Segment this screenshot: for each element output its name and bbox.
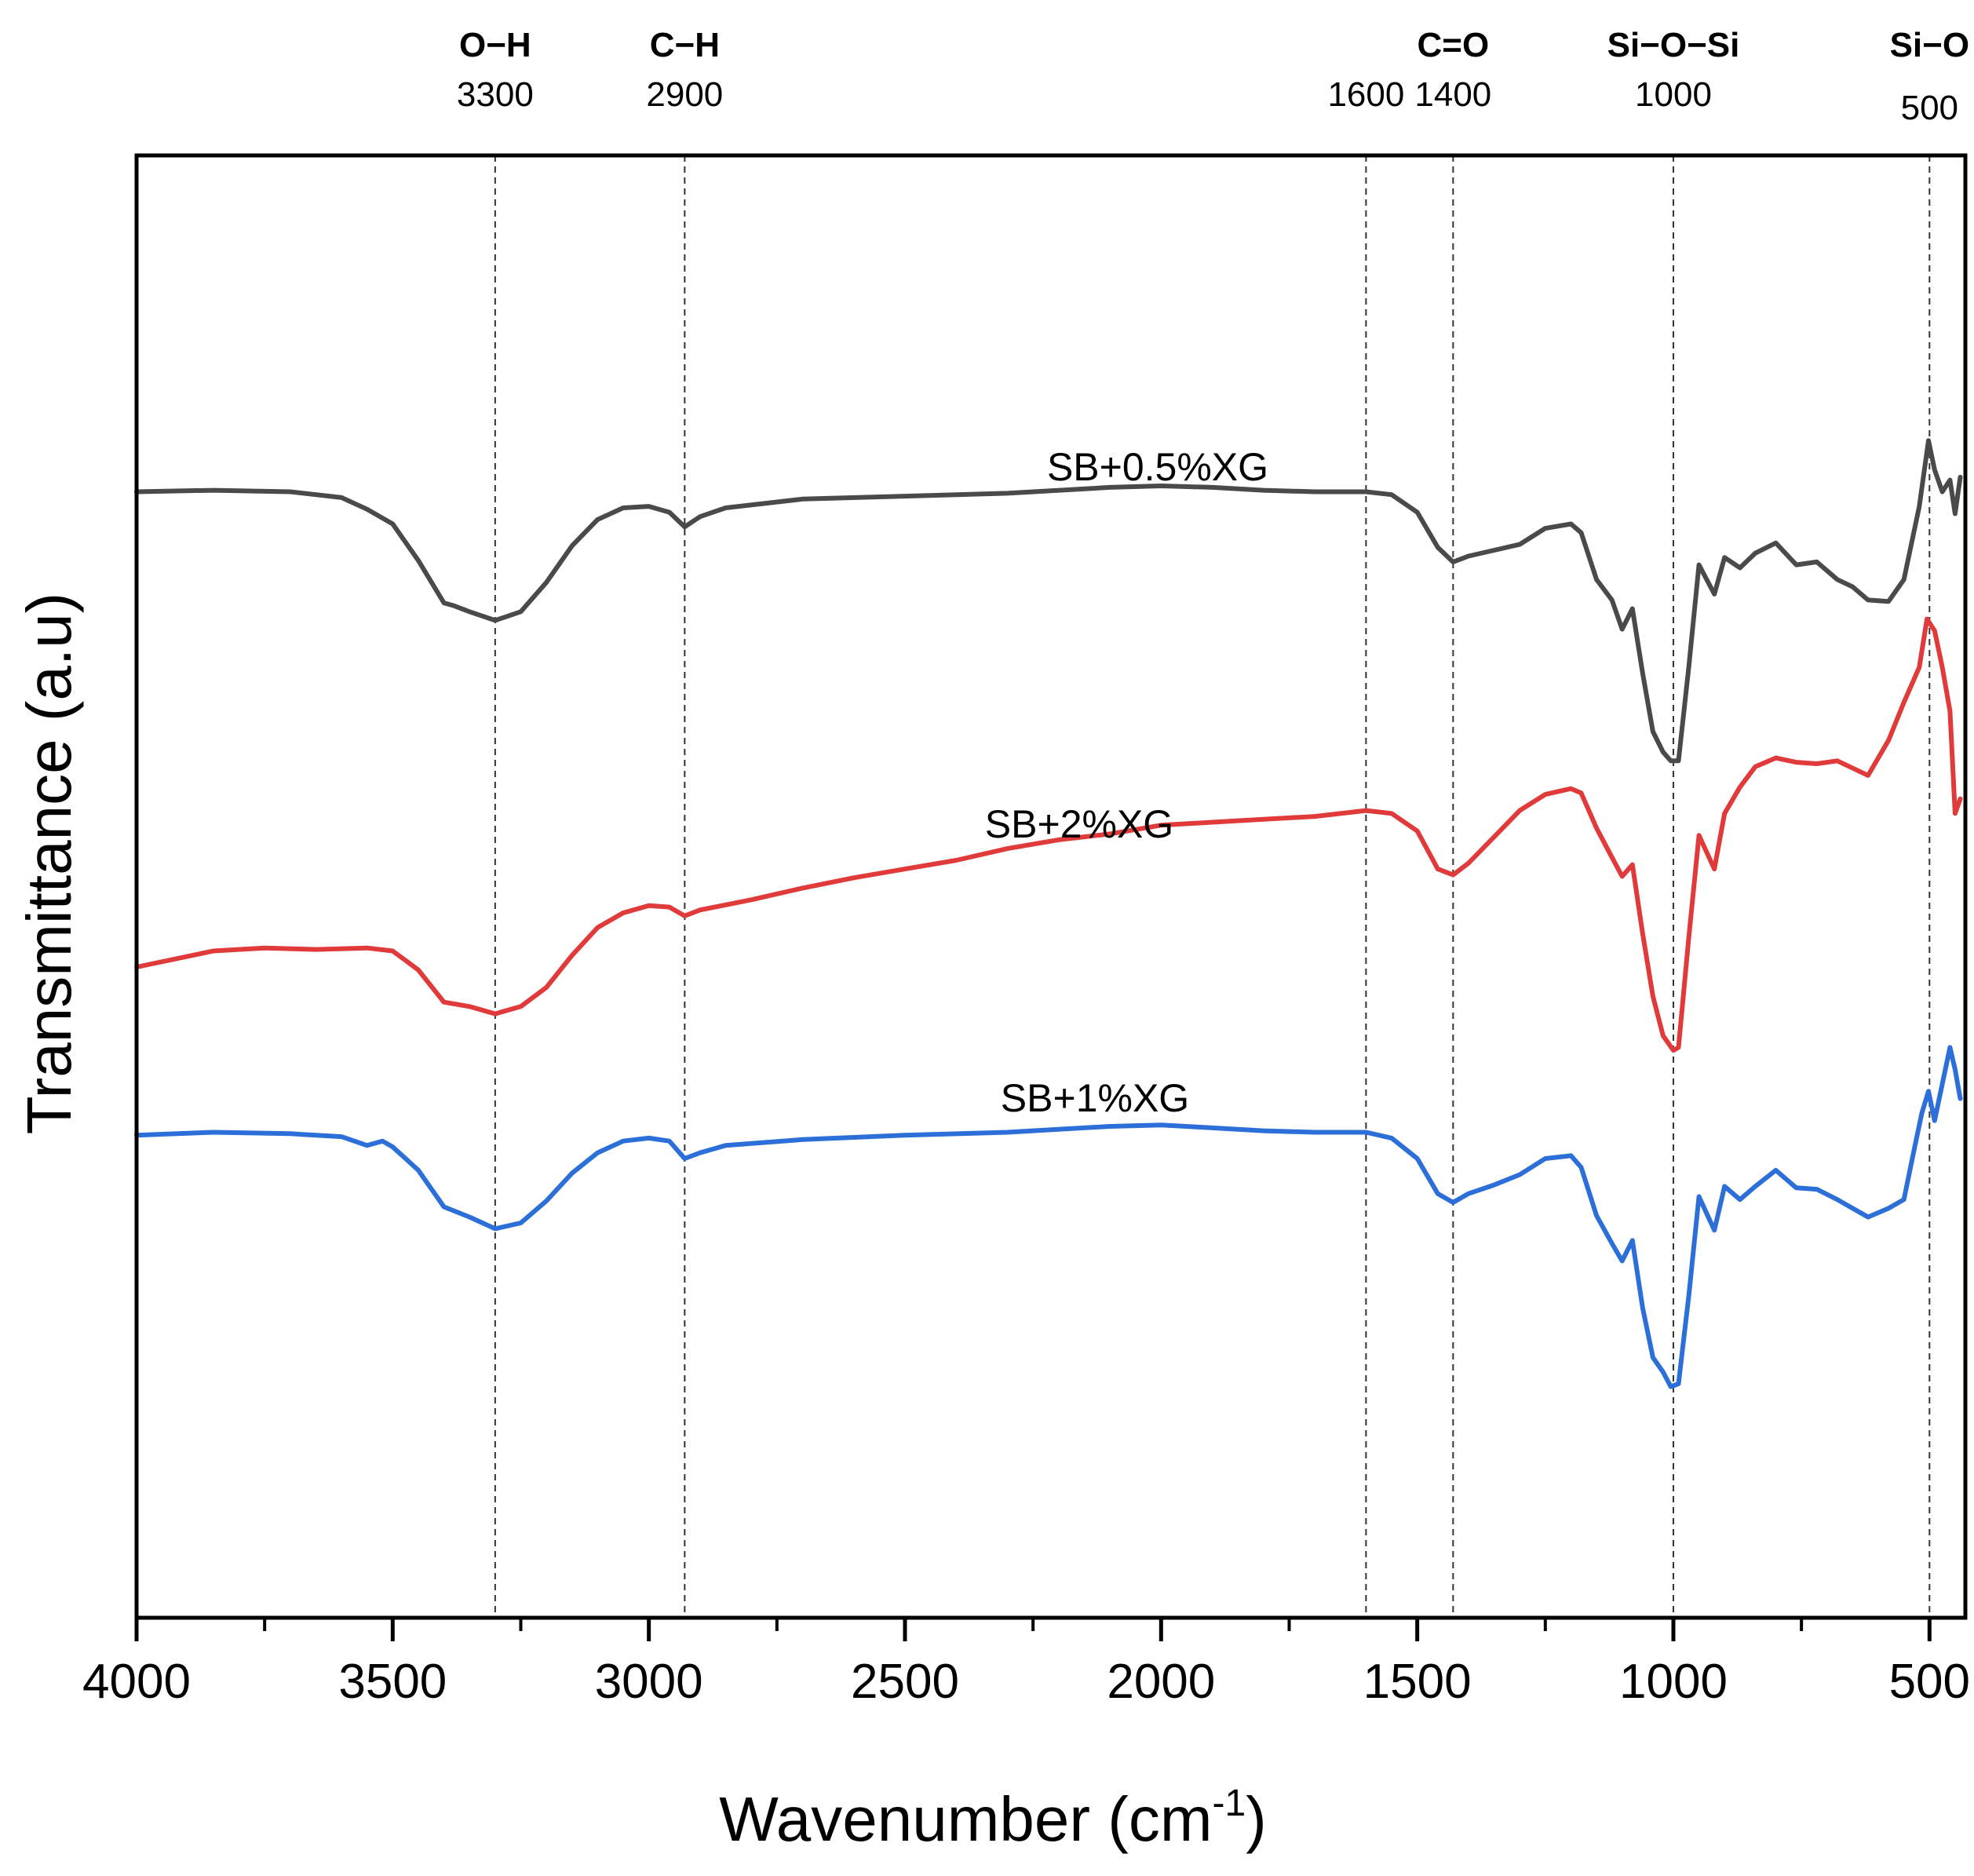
- peak-wavenumber-label: 3300: [457, 75, 534, 114]
- x-tick-label: 2000: [1107, 1655, 1215, 1709]
- peak-labels: O−H 3300 C−H 2900 1600 C=O 1400 Si−O−Si 1000 Si−O…: [457, 26, 1969, 127]
- series-label: SB+0.5%XG: [1047, 445, 1268, 489]
- plot-frame: [134, 153, 1968, 1620]
- peak-wavenumber-label: 1600: [1327, 75, 1404, 114]
- peak-wavenumber-label: 2900: [646, 75, 723, 114]
- peak-name-label: O−H: [459, 26, 531, 64]
- peak-name-label: C−H: [650, 26, 720, 64]
- series-labels: SB+0.5%XG SB+2%XG SB+1%XG: [985, 445, 1268, 1120]
- series-label: SB+1%XG: [1001, 1076, 1189, 1120]
- x-tick-label: 3000: [595, 1655, 703, 1709]
- y-axis-title: Transmittance (a.u): [14, 593, 84, 1135]
- x-axis-ticks: 4000 3500 3000 2500 2000 1500 1000 500: [82, 1618, 1970, 1709]
- series-label: SB+2%XG: [985, 802, 1173, 846]
- series-line: [134, 438, 1963, 764]
- peak-wavenumber-label: 500: [1901, 89, 1958, 127]
- x-tick-label: 500: [1889, 1655, 1970, 1709]
- peak-name-label: Si−O: [1890, 26, 1970, 64]
- x-tick-label: 1000: [1619, 1655, 1728, 1709]
- peak-name-label: C=O: [1417, 26, 1489, 64]
- reference-lines: [494, 155, 1931, 1618]
- series-layer: [134, 438, 1963, 1389]
- x-tick-label: 4000: [82, 1655, 191, 1709]
- series-line: [134, 1045, 1963, 1389]
- x-tick-label: 3500: [338, 1655, 447, 1709]
- peak-name-label: Si−O−Si: [1607, 26, 1740, 64]
- series-line: [134, 616, 1963, 1053]
- x-tick-label: 2500: [851, 1655, 959, 1709]
- peak-wavenumber-label: 1000: [1635, 75, 1712, 114]
- peak-wavenumber-label: 1400: [1414, 75, 1491, 114]
- x-axis-title: Wavenumber (cm-1): [719, 1783, 1267, 1854]
- x-tick-label: 1500: [1363, 1655, 1472, 1709]
